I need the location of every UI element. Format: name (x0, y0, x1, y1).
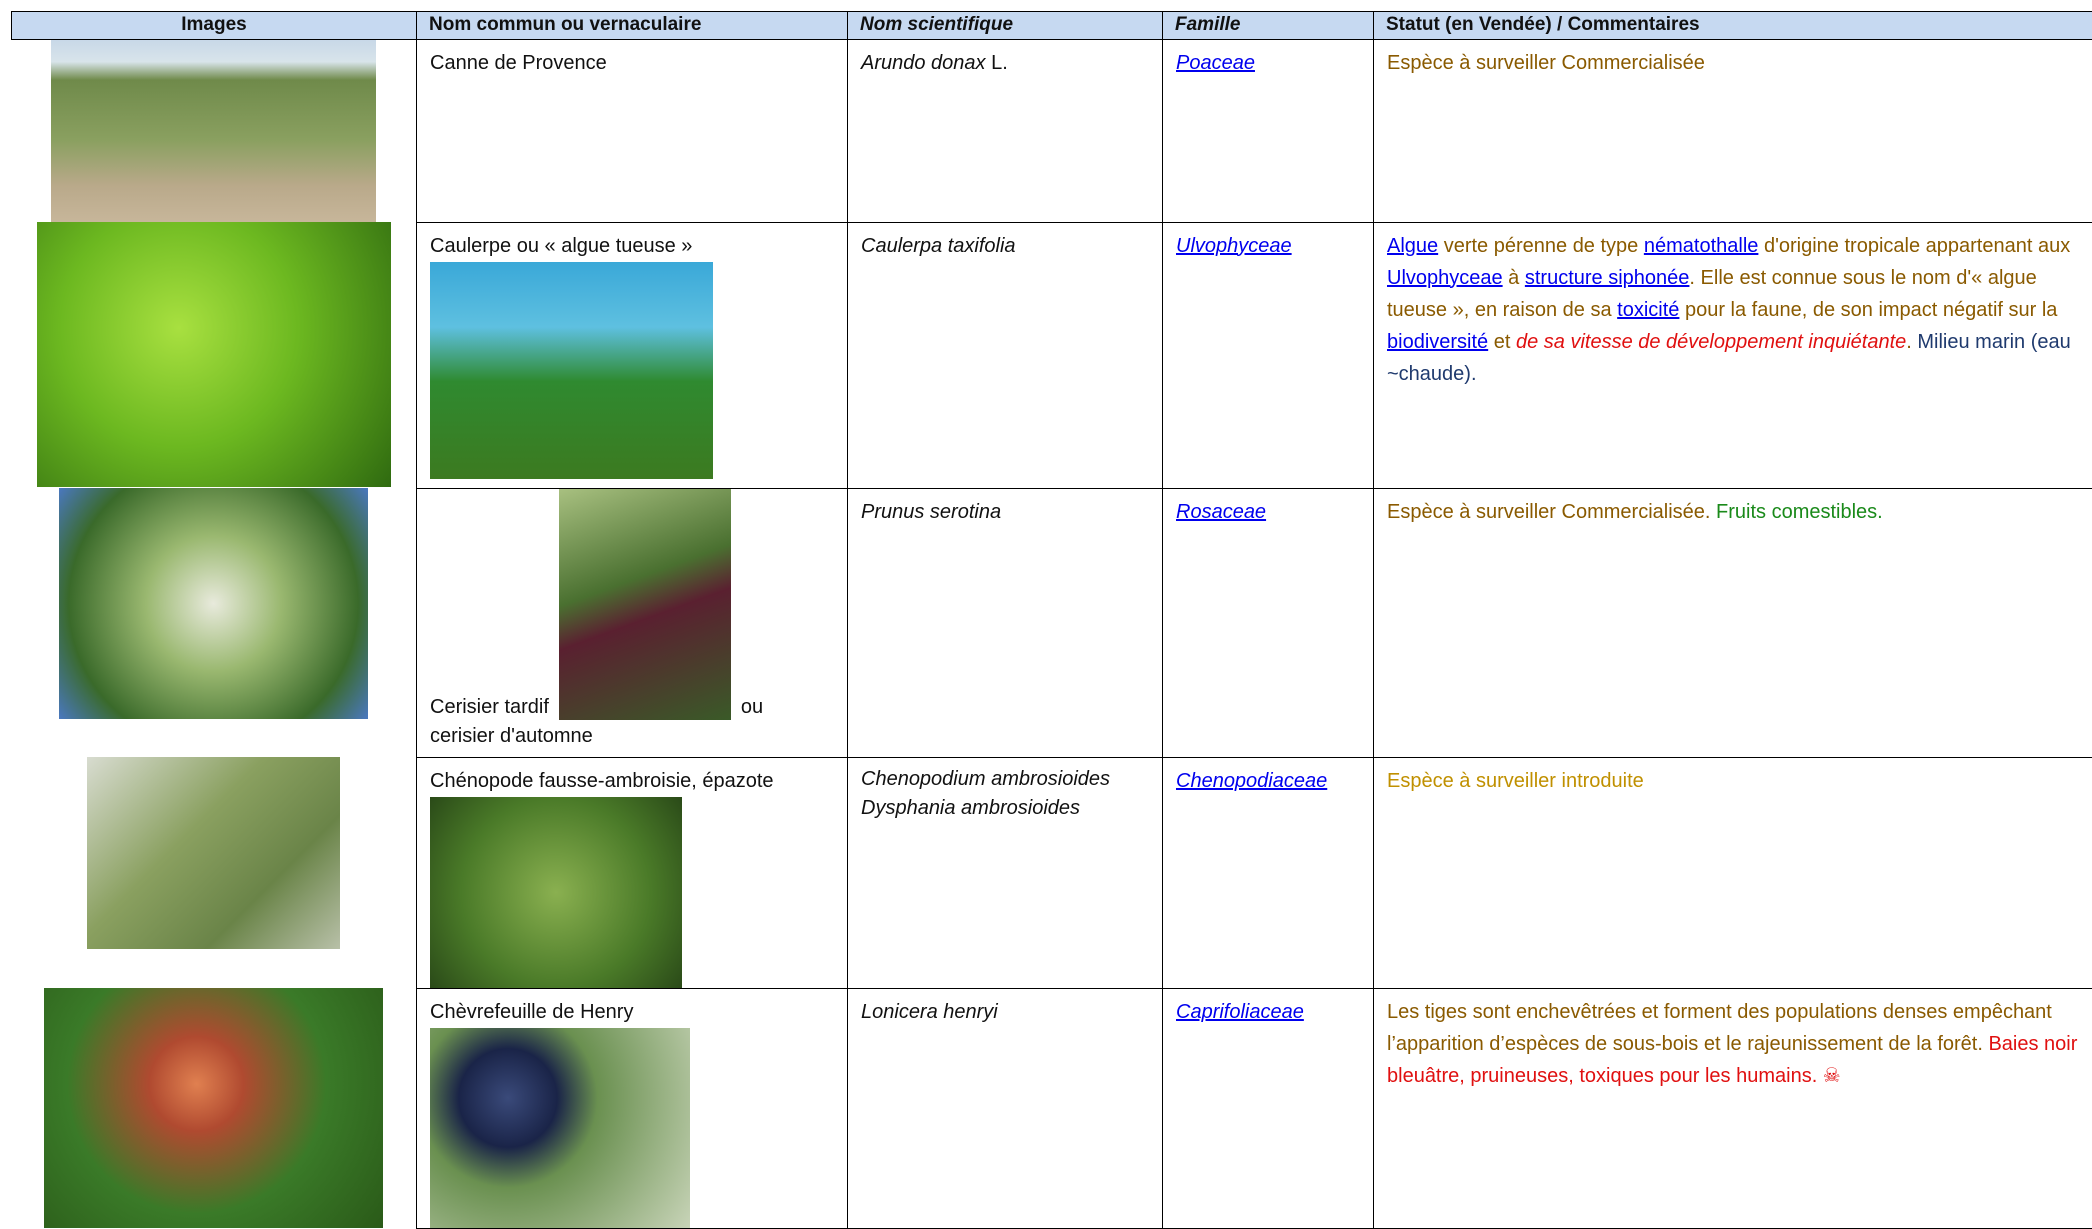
plant-image (430, 262, 713, 479)
comment-text: Espèce à surveiller Commercialisée. (1387, 501, 1710, 523)
plant-image (430, 1028, 690, 1228)
header-cell: Famille (1163, 12, 1374, 40)
comment-link[interactable]: toxicité (1617, 299, 1679, 321)
row: Canne de Provence Arundo donax L. Poacea… (12, 40, 2092, 223)
family-link[interactable]: Rosaceae (1176, 501, 1266, 523)
plant-image (430, 797, 682, 988)
plant-image (59, 488, 368, 719)
image-cell (12, 222, 417, 488)
comment-text: Espèce à surveiller introduite (1387, 770, 1644, 792)
image-cell (12, 488, 417, 757)
row: Caulerpe ou « algue tueuse » Caulerpa ta… (12, 222, 2092, 488)
common-cell: Cerisier tardif ou cerisier d'automne (417, 488, 848, 757)
family-cell: Chenopodiaceae (1163, 757, 1374, 988)
common-cell: Canne de Provence (417, 40, 848, 223)
row: Chénopode fausse-ambroisie, épazote Chen… (12, 757, 2092, 988)
comment-cell: Algue verte pérenne de type nématothalle… (1374, 222, 2092, 488)
header-row: Images Nom commun ou vernaculaire Nom sc… (12, 12, 2092, 40)
comment-text: . (1906, 331, 1917, 353)
family-link[interactable]: Ulvophyceae (1176, 235, 1292, 257)
common-name: Cerisier tardif (430, 694, 549, 720)
family-link[interactable]: Caprifoliaceae (1176, 1001, 1304, 1023)
header-cell: Nom scientifique (848, 12, 1163, 40)
row: Cerisier tardif ou cerisier d'automne Prun… (12, 488, 2092, 757)
plant-image (37, 222, 391, 487)
comment-cell: Espèce à surveiller introduite (1374, 757, 2092, 988)
comment-cell: Les tiges sont enchevêtrées et forment d… (1374, 988, 2092, 1228)
comment-link[interactable]: Algue (1387, 235, 1438, 257)
header-text: Famille (1175, 14, 1240, 35)
scientific-name: Lonicera henryi (861, 1001, 998, 1023)
common-name: Caulerpe ou « algue tueuse » (430, 235, 692, 257)
page: Espèces {"header":["Images","Nom commun … (0, 0, 2092, 1202)
header-cell: Statut (en Vendée) / Commentaires (1374, 12, 2092, 40)
scientific-cell: Arundo donax L. (848, 40, 1163, 223)
common-cell: Caulerpe ou « algue tueuse » (417, 222, 848, 488)
common-cell: Chénopode fausse-ambroisie, épazote (417, 757, 848, 988)
comment-text: d'origine tropicale appartenant aux (1758, 235, 2070, 257)
comment-link[interactable]: Ulvophyceae (1387, 267, 1503, 289)
scientific-cell: Prunus serotina (848, 488, 1163, 757)
image-cell (12, 40, 417, 223)
comment-text: pour la faune, de son impact négatif sur… (1679, 299, 2057, 321)
plant-image (559, 489, 731, 720)
header-cell: Images (12, 12, 417, 40)
comment-link[interactable]: nématothalle (1644, 235, 1759, 257)
common-name: ou (741, 694, 763, 720)
row: Chèvrefeuille de Henry Lonicera henryi C… (12, 988, 2092, 1228)
header-cell: Nom commun ou vernaculaire (417, 12, 848, 40)
comment-text: à (1503, 267, 1525, 289)
plant-image (87, 757, 340, 949)
common-name: Chénopode fausse-ambroisie, épazote (430, 770, 774, 792)
comment-text: Fruits comestibles. (1710, 501, 1882, 523)
family-cell: Poaceae (1163, 40, 1374, 223)
scientific-name: Chenopodium ambrosioides (861, 768, 1110, 790)
plant-image (44, 988, 383, 1228)
common-name: cerisier d'automne (430, 725, 593, 747)
common-name: Canne de Provence (430, 52, 607, 74)
comment-cell: Espèce à surveiller Commercialisée (1374, 40, 2092, 223)
family-link[interactable]: Chenopodiaceae (1176, 770, 1327, 792)
image-cell (12, 757, 417, 988)
comment-cell: Espèce à surveiller Commercialisée. Frui… (1374, 488, 2092, 757)
page-body: Images Nom commun ou vernaculaire Nom sc… (0, 0, 2092, 1202)
family-cell: Rosaceae (1163, 488, 1374, 757)
species-table: Images Nom commun ou vernaculaire Nom sc… (11, 11, 2092, 1229)
comment-text: Espèce à surveiller Commercialisée (1387, 52, 1705, 74)
scientific-cell: Lonicera henryi (848, 988, 1163, 1228)
comment-text: Les tiges sont enchevêtrées et forment d… (1387, 1001, 2052, 1055)
header-text: Nom scientifique (860, 14, 1013, 35)
author: L. (986, 52, 1008, 74)
common-name: Chèvrefeuille de Henry (430, 1001, 633, 1023)
family-link[interactable]: Poaceae (1176, 52, 1255, 74)
family-cell: Ulvophyceae (1163, 222, 1374, 488)
scientific-cell: Caulerpa taxifolia (848, 222, 1163, 488)
scientific-name: Dysphania ambrosioides (861, 797, 1080, 819)
scientific-name: Prunus serotina (861, 501, 1001, 523)
image-cell (12, 988, 417, 1228)
family-cell: Caprifoliaceae (1163, 988, 1374, 1228)
comment-text: verte pérenne de type (1438, 235, 1644, 257)
comment-emphasis: de sa vitesse de développement inquiétan… (1516, 331, 1906, 353)
comment-link[interactable]: biodiversité (1387, 331, 1488, 353)
scientific-cell: Chenopodium ambrosioides Dysphania ambros… (848, 757, 1163, 988)
scientific-name: Caulerpa taxifolia (861, 235, 1016, 257)
plant-image (51, 40, 376, 222)
common-cell: Chèvrefeuille de Henry (417, 988, 848, 1228)
scientific-name: Arundo donax (861, 52, 986, 74)
comment-link[interactable]: structure siphonée (1525, 267, 1690, 289)
comment-text: et (1488, 331, 1516, 353)
